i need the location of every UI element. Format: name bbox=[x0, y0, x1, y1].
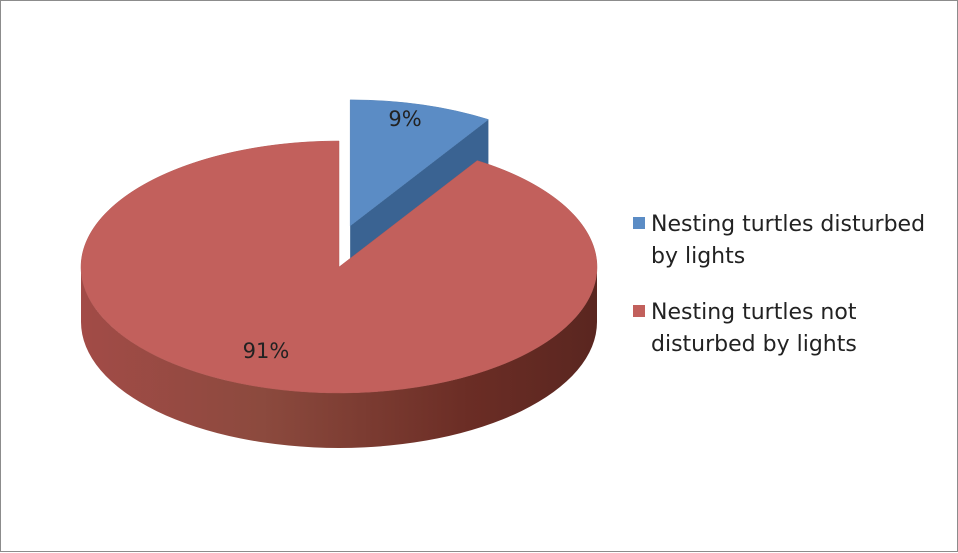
pie-slice-1 bbox=[80, 140, 598, 394]
pie-slice-0 bbox=[349, 99, 489, 227]
pie-side-1 bbox=[81, 267, 597, 448]
legend-swatch-disturbed bbox=[633, 217, 645, 229]
legend-label-not-disturbed: Nesting turtles not disturbed by lights bbox=[651, 300, 857, 357]
legend: Nesting turtles disturbed by lights Nest… bbox=[633, 209, 953, 385]
data-label-0: 9% bbox=[388, 107, 421, 131]
legend-item-not-disturbed: Nesting turtles not disturbed by lights bbox=[633, 297, 953, 361]
legend-item-disturbed: Nesting turtles disturbed by lights bbox=[633, 209, 953, 273]
data-label-1: 91% bbox=[243, 339, 290, 363]
legend-label-disturbed: Nesting turtles disturbed by lights bbox=[651, 212, 926, 269]
legend-swatch-not-disturbed bbox=[633, 305, 645, 317]
